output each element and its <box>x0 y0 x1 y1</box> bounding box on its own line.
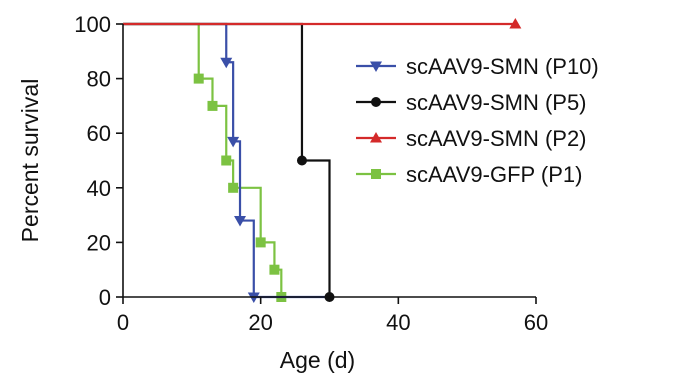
series-scaav9-smn-p2- <box>123 18 522 29</box>
y-tick-label: 100 <box>74 12 111 37</box>
y-tick-label: 60 <box>87 121 111 146</box>
legend: scAAV9-SMN (P10) scAAV9-SMN (P5) scAAV9-SM… <box>356 54 599 187</box>
legend-item: scAAV9-GFP (P1) <box>356 162 582 187</box>
legend-marker <box>370 132 382 143</box>
x-tick-label: 60 <box>524 310 548 335</box>
data-point <box>228 182 239 193</box>
legend-marker <box>371 169 381 179</box>
y-tick-label: 40 <box>87 176 111 201</box>
data-point <box>234 216 247 227</box>
data-point <box>221 155 232 166</box>
axes: 0 20 40 60 0 20 40 60 80 100 <box>74 12 548 335</box>
y-tick-label: 0 <box>99 285 111 310</box>
data-point <box>296 155 307 166</box>
data-point <box>509 18 522 29</box>
data-point <box>220 57 233 69</box>
legend-label: scAAV9-SMN (P10) <box>406 54 599 79</box>
y-tick-label: 80 <box>87 67 111 92</box>
series-line <box>123 22 330 299</box>
data-point <box>227 136 240 148</box>
x-tick-label: 20 <box>248 310 272 335</box>
legend-label: scAAV9-SMN (P5) <box>406 90 587 115</box>
y-tick-label: 20 <box>87 230 111 255</box>
legend-item: scAAV9-SMN (P2) <box>356 126 587 151</box>
data-point <box>207 100 218 111</box>
series-scaav9-gfp-p1- <box>123 22 287 302</box>
legend-label: scAAV9-GFP (P1) <box>406 162 582 187</box>
series-scaav9-smn-p10- <box>123 22 330 303</box>
x-axis-title: Age (d) <box>280 347 355 373</box>
series-line <box>123 22 283 297</box>
data-point <box>255 237 266 248</box>
legend-item: scAAV9-SMN (P10) <box>356 54 599 79</box>
x-tick-label: 40 <box>386 310 410 335</box>
data-point <box>269 264 280 275</box>
x-tick-label: 0 <box>117 310 129 335</box>
legend-marker <box>370 61 382 72</box>
y-axis-title: Percent survival <box>17 79 43 243</box>
data-point <box>193 73 204 84</box>
legend-marker <box>371 97 381 107</box>
legend-label: scAAV9-SMN (P2) <box>406 126 587 151</box>
legend-item: scAAV9-SMN (P5) <box>356 90 587 115</box>
